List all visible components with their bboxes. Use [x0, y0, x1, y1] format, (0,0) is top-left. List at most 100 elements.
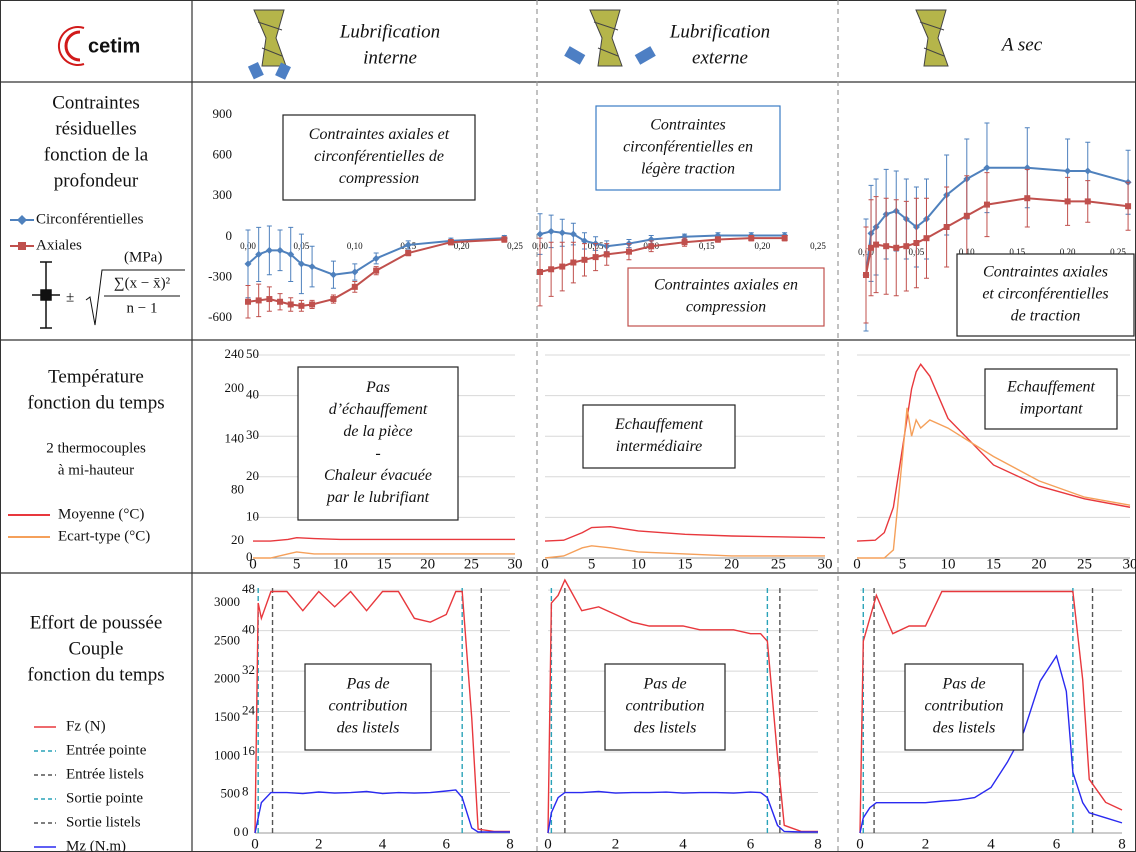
- series-line: [859, 654, 1123, 834]
- point: [580, 237, 588, 245]
- annotation-text: circonférentielles de: [314, 148, 444, 165]
- point: [265, 246, 273, 254]
- y2-tick-label: 0: [242, 824, 249, 839]
- annotation-text: de traction: [1011, 308, 1081, 325]
- series-line: [253, 551, 515, 559]
- legend-marker: [17, 215, 27, 225]
- logo-text: cetim: [88, 35, 140, 57]
- x-tick-label: 0: [249, 556, 257, 572]
- point: [559, 263, 566, 270]
- annotation-text: de la pièce: [343, 423, 412, 440]
- point: [569, 230, 577, 238]
- y-tick-label: 2500: [214, 632, 240, 647]
- x-tick-label: 2: [922, 836, 930, 852]
- legend-label: Entrée listels: [66, 766, 144, 782]
- series-line: [547, 790, 818, 834]
- point: [943, 224, 950, 230]
- point: [255, 297, 262, 304]
- annotation-text: intermédiaire: [616, 438, 703, 455]
- point: [558, 229, 566, 237]
- point: [447, 239, 454, 246]
- x-tick-label: 25: [464, 556, 479, 572]
- nozzles: [247, 46, 656, 80]
- point: [404, 241, 412, 249]
- annotation-text: Pas de: [345, 676, 389, 693]
- row-label: Couple: [69, 638, 124, 659]
- point: [592, 254, 599, 261]
- x-tick-label: 15: [986, 556, 1001, 572]
- x-tick-label: 5: [588, 556, 596, 572]
- point: [1024, 195, 1031, 202]
- point: [893, 244, 900, 251]
- x-tick-label: 0,20: [1060, 247, 1076, 257]
- annotation-text: Pas: [365, 379, 390, 396]
- x-tick-label: 20: [420, 556, 435, 572]
- point: [868, 244, 875, 251]
- column-header: Lubrification: [669, 21, 770, 42]
- annotation-box: [297, 366, 459, 521]
- row-label: ∑(x − x̄)²: [114, 275, 171, 291]
- point: [329, 271, 337, 279]
- legend-label: Entrée pointe: [66, 742, 147, 758]
- point: [648, 243, 655, 250]
- y-tick-label: 500: [221, 786, 241, 801]
- y2-tick-label: 30: [246, 427, 259, 442]
- point: [1084, 167, 1092, 175]
- point: [330, 296, 337, 303]
- series-line: [544, 545, 825, 559]
- annotation-text: légère traction: [641, 161, 735, 178]
- y2-tick-label: 50: [246, 346, 259, 361]
- point: [873, 241, 880, 248]
- annotation-text: des listels: [634, 720, 697, 737]
- x-tick-label: 6: [1053, 836, 1061, 852]
- annotation-box: [595, 105, 781, 191]
- row-label: n − 1: [127, 300, 158, 316]
- point: [570, 259, 577, 266]
- point: [963, 212, 970, 219]
- x-tick-label: 2: [315, 836, 323, 852]
- point: [883, 243, 890, 250]
- annotation-box: [604, 663, 726, 751]
- x-tick-label: 8: [814, 836, 822, 852]
- annotation-box: [904, 663, 1024, 751]
- annotation-text: circonférentielles en: [623, 139, 753, 156]
- annotation-text: d’échauffement: [329, 401, 428, 418]
- series-line: [544, 526, 826, 542]
- column-header: A sec: [1000, 34, 1043, 55]
- point: [983, 164, 991, 172]
- point: [1125, 203, 1132, 210]
- row-label: (MPa): [124, 249, 162, 265]
- y-tick-label: 240: [225, 346, 245, 361]
- point: [983, 201, 990, 208]
- point: [255, 250, 263, 258]
- point: [298, 302, 305, 309]
- point: [923, 235, 930, 242]
- series-line: [253, 536, 515, 542]
- annotation-text: contribution: [924, 698, 1003, 715]
- annotation-text: Echauffement: [1006, 379, 1096, 396]
- y-tick-label: 3000: [214, 594, 240, 609]
- y2-tick-label: 24: [242, 703, 256, 718]
- y-tick-label: 0: [234, 824, 241, 839]
- annotation-box: [582, 404, 736, 469]
- x-tick-label: 0: [853, 556, 861, 572]
- x-tick-label: 8: [1118, 836, 1126, 852]
- point: [1064, 167, 1072, 175]
- point: [625, 248, 632, 255]
- x-tick-label: 25: [1077, 556, 1092, 572]
- column-header: externe: [692, 47, 748, 68]
- row-label: à mi-hauteur: [58, 462, 134, 478]
- annotation-text: -: [375, 445, 380, 462]
- x-tick-label: 20: [1032, 556, 1047, 572]
- x-tick-label: 0: [251, 836, 259, 852]
- point: [501, 236, 508, 243]
- annotation-text: Chaleur évacuée: [324, 467, 432, 484]
- series-line: [857, 407, 1131, 559]
- annotation-text: Pas de: [941, 676, 985, 693]
- point: [244, 260, 252, 268]
- point: [1084, 198, 1091, 205]
- x-tick-label: 0,15: [699, 241, 715, 251]
- drill-icons: [253, 9, 949, 67]
- point: [714, 236, 721, 243]
- errorbar-icon: [32, 261, 185, 329]
